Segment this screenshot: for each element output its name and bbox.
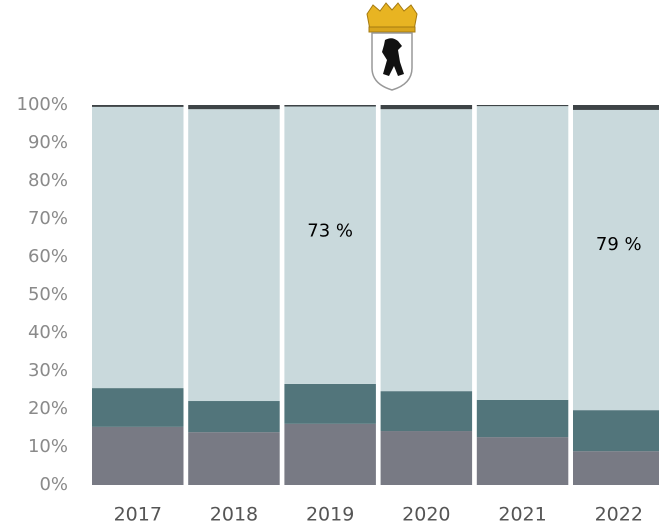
x-tick-label: 2019 [306, 504, 354, 526]
bar-segment [573, 109, 659, 411]
x-tick-label: 2022 [595, 504, 643, 526]
x-tick-label: 2017 [114, 504, 162, 526]
y-tick-label: 50% [28, 284, 68, 305]
y-tick-label: 10% [28, 436, 68, 457]
bar-segment [188, 432, 280, 485]
y-tick-label: 30% [28, 360, 68, 381]
bar-segment [573, 410, 659, 452]
bar-segment [92, 106, 184, 389]
x-tick-label: 2020 [402, 504, 450, 526]
bar-segment [284, 423, 376, 485]
y-tick-label: 90% [28, 132, 68, 153]
bar-segment [380, 105, 473, 110]
value-label: 79 % [596, 234, 642, 255]
bar-segment [284, 106, 376, 384]
y-tick-label: 70% [28, 208, 68, 229]
y-tick-label: 60% [28, 246, 68, 267]
y-tick-label: 80% [28, 170, 68, 191]
bar-segment [476, 437, 569, 485]
bar-segment [380, 391, 473, 432]
bar-segment [476, 106, 569, 400]
bar-segment [380, 431, 473, 485]
bar-segment [188, 105, 280, 110]
x-tick-label: 2018 [210, 504, 258, 526]
bar-segment [573, 105, 659, 110]
coat-of-arms [366, 2, 418, 91]
bar-segment [92, 105, 184, 107]
y-tick-label: 0% [39, 474, 68, 495]
value-label: 73 % [307, 220, 353, 241]
bar-segment [188, 401, 280, 433]
bar-segment [380, 109, 473, 392]
bar-segment [573, 451, 659, 485]
y-tick-label: 20% [28, 398, 68, 419]
bar-segment [188, 109, 280, 402]
y-tick-label: 40% [28, 322, 68, 343]
bar-segment [92, 426, 184, 485]
bar-segment [284, 383, 376, 424]
bar-segment [284, 105, 376, 107]
bar-segment [476, 399, 569, 438]
bar-segment [92, 388, 184, 427]
x-tick-label: 2021 [498, 504, 546, 526]
bar-segment [476, 105, 569, 107]
y-tick-label: 100% [17, 94, 68, 115]
